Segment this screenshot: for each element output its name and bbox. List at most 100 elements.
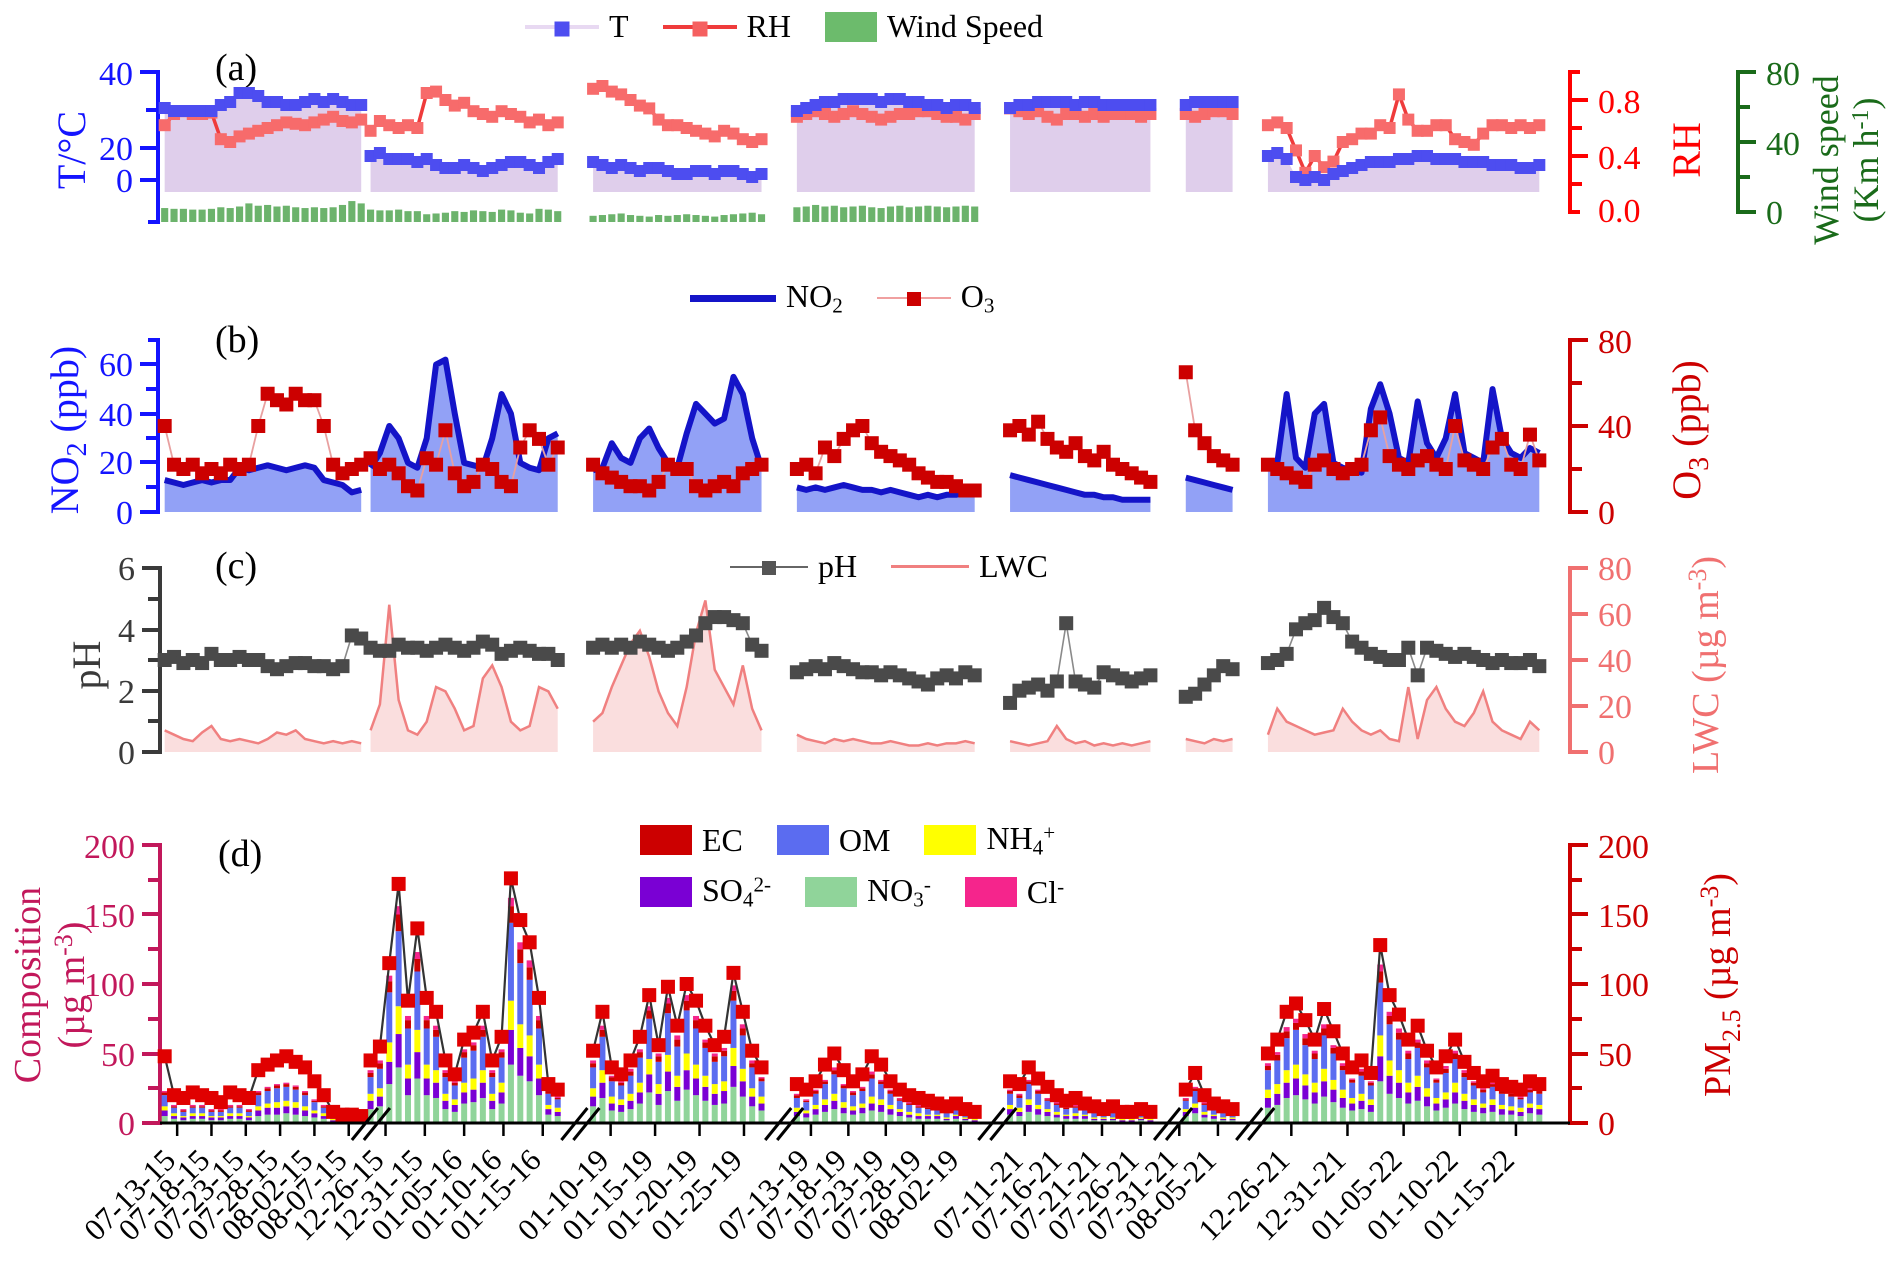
panel-d-rtick-150: 150 [1598,898,1649,935]
panel-d-ylabel: Composition [7,887,49,1083]
panel-d-label: (d) [218,833,262,875]
panel-a-windtick-40: 40 [1766,126,1800,163]
panel-b-ytick-40: 40 [99,397,133,434]
legend-swatch-RH [662,21,737,36]
panel-d: (d) 200 150 100 50 0 Composition (µg m-3… [7,829,1746,1143]
legend-swatch-Cl [964,877,1017,908]
legend-label-OM: OM [838,821,891,858]
panel-d-right-label: PM2.5 (µg m-3) [1695,873,1746,1097]
legend-label-Cl: Cl- [1026,873,1065,910]
panel-d-ytick-100: 100 [84,967,135,1004]
x-axis-labels: 07-13-1507-18-1507-23-1507-28-1508-02-15… [77,1123,1521,1247]
legend-swatch-SO4 [640,877,692,908]
legend-marker-RH-icon [692,21,708,36]
legend-swatch-LWC [891,565,970,568]
panel-d-ytick-150: 150 [84,898,135,935]
panel-b-right-label: O3 (ppb) [1664,360,1715,500]
legend-swatch-NO2 [690,294,776,302]
legend-label-NO3: NO3- [867,872,931,912]
panel-d-rtick-0: 0 [1598,1106,1615,1143]
panel-b: (b) 60 40 20 0 NO2 (ppb) 80 40 0 O3 (ppb [42,319,1715,532]
legend-label-EC: EC [702,821,743,858]
panel-c-right-label: LWC (µg m-3) [1683,556,1727,774]
panel-b-ylabel: NO2 (ppb) [42,346,93,514]
legend-label-wind-speed: Wind Speed [887,8,1044,44]
legend-marker-pH-icon [762,560,776,575]
panel-b-data [157,356,1547,512]
legend-panel-a: T RH Wind Speed [525,8,1077,45]
panel-b-rtick-40: 40 [1598,409,1632,446]
legend-label-NH4: NH4+ [986,820,1056,860]
panel-a-wind-label-units: (Km h-1) [1846,98,1886,223]
panel-c-ytick-4: 4 [118,613,135,650]
legend-swatch-pH [730,560,808,575]
panel-c-ytick-6: 6 [118,551,135,588]
legend-panel-d-row1: EC OM NH4+ [640,820,1089,860]
legend-label-O3: O3 [960,278,995,318]
panel-b-rtick-0: 0 [1598,495,1615,532]
panel-a-rhtick-04: 0.4 [1598,140,1641,177]
panel-a-ytick-20: 20 [99,131,133,168]
panel-c-rtick-80: 80 [1598,551,1632,588]
panel-a: (a) 40 20 0 T/°C 0.8 0.4 0.0 RH [49,47,1886,245]
legend-swatch-NH4 [924,825,977,856]
panel-b-rtick-80: 80 [1598,324,1632,361]
panel-c-rtick-60: 60 [1598,597,1632,634]
panel-a-wind-ticks [1738,70,1756,214]
panel-b-label: (b) [215,319,259,361]
panel-a-windtick-0: 0 [1766,195,1783,232]
legend-marker-T-icon [554,21,570,36]
panel-d-rtick-100: 100 [1598,967,1649,1004]
panel-c-label: (c) [215,545,257,587]
legend-swatch-OM [776,825,829,856]
panel-d-right-ticks [1570,843,1588,1125]
panel-b-left-ticks [140,362,158,514]
panel-a-rhtick-08: 0.8 [1598,84,1641,121]
panel-d-data [157,871,1547,1124]
legend-label-T: T [609,8,629,44]
panel-d-ytick-0: 0 [118,1106,135,1143]
panel-c-left-ticks [142,566,160,754]
panel-c-rtick-20: 20 [1598,689,1632,726]
panel-a-ylabel: T/°C [49,111,94,189]
panel-a-ytick-40: 40 [99,56,133,93]
panel-b-ytick-0: 0 [116,495,133,532]
legend-label-SO4: SO42- [702,872,772,912]
panel-a-wind-label: Wind speed [1806,75,1846,245]
panel-b-right-ticks [1570,338,1588,514]
legend-label-pH: pH [818,548,858,584]
panel-d-ylabel-units: (µg m-3) [49,922,93,1049]
legend-label-LWC: LWC [979,548,1048,584]
panel-c-ylabel: pH [64,641,109,690]
panel-a-rh-axis [1568,70,1580,214]
legend-panel-d-row2: SO42- NO3- Cl- [640,872,1098,912]
panel-c-rtick-40: 40 [1598,643,1632,680]
panel-c-right-ticks [1570,566,1588,754]
panel-a-label: (a) [215,47,257,89]
panel-d-ytick-200: 200 [84,829,135,866]
legend-label-RH: RH [746,8,791,44]
legend-swatch-T [525,21,599,36]
panel-a-ytick-0: 0 [116,163,133,200]
legend-label-NO2: NO2 [786,278,843,318]
panel-c-data [157,600,1547,752]
legend-swatch-EC [640,825,692,856]
panel-d-rtick-50: 50 [1598,1037,1632,1074]
legend-panel-c: pH LWC [730,548,1082,585]
axis-break-marks [350,1107,1276,1141]
legend-marker-O3-icon [906,292,921,307]
panel-c-ytick-2: 2 [118,674,135,711]
panel-a-windtick-80: 80 [1766,56,1800,93]
panel-d-left-ticks [142,843,160,1125]
panel-a-rhtick-00: 0.0 [1598,193,1641,230]
panel-b-ytick-60: 60 [99,347,133,384]
panel-c: (c) 6 4 2 0 pH 80 60 40 20 0 [64,545,1727,774]
panel-a-data [158,80,1546,222]
panel-c-rtick-0: 0 [1598,735,1615,772]
panel-c-ytick-0: 0 [118,735,135,772]
legend-swatch-NO3 [805,877,858,908]
legend-swatch-O3 [876,292,951,307]
panel-a-rh-label: RH [1664,122,1709,178]
